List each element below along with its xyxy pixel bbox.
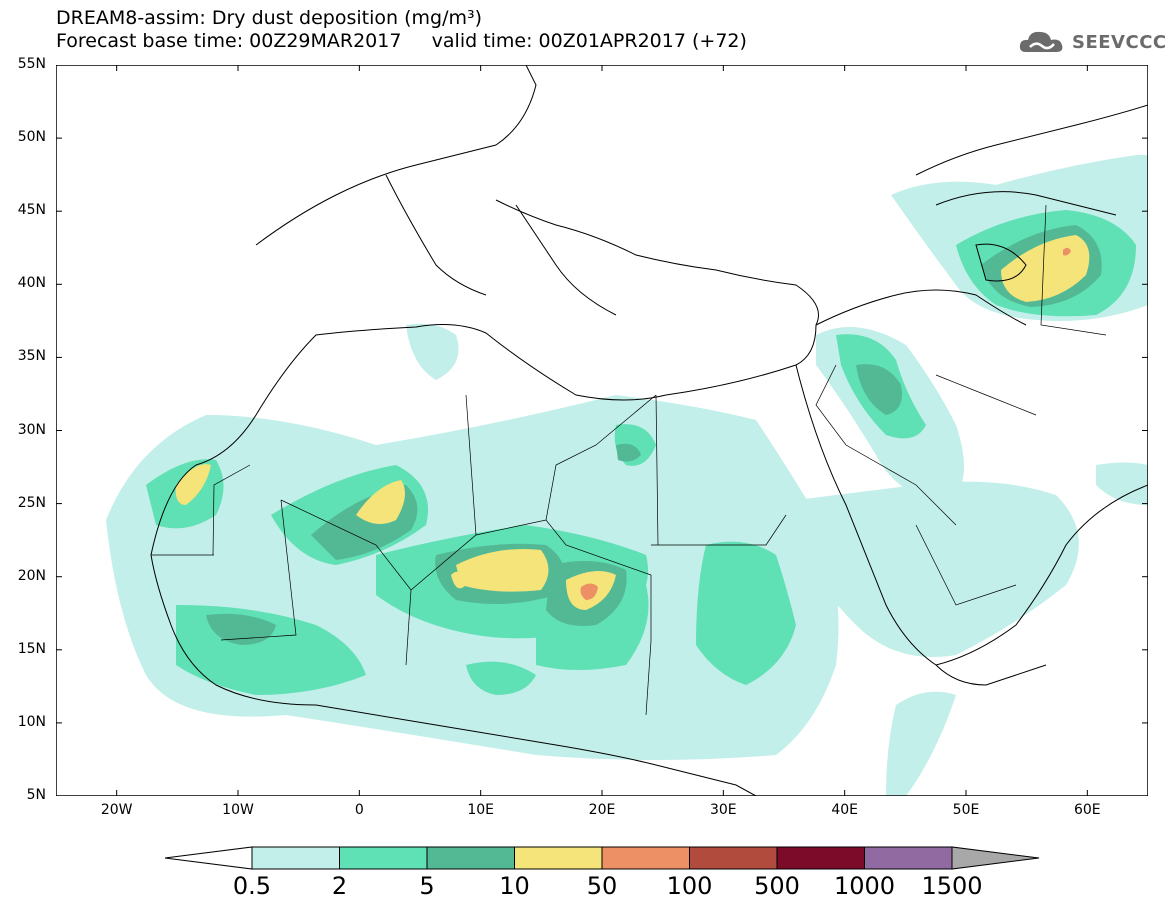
lat-label: 40N bbox=[17, 275, 46, 292]
lat-label: 10N bbox=[17, 713, 46, 730]
colorbar-swatch bbox=[601, 846, 690, 870]
cloud-icon bbox=[1019, 31, 1063, 52]
lon-label: 60E bbox=[1073, 802, 1101, 818]
colorbar-label: 5 bbox=[419, 872, 435, 900]
colorbar-swatch bbox=[251, 846, 340, 870]
lon-label: 20W bbox=[100, 802, 133, 818]
map-title: DREAM8-assim: Dry dust deposition (mg/m³… bbox=[56, 7, 483, 29]
lon-label: 0 bbox=[354, 802, 364, 818]
lat-label: 5N bbox=[26, 787, 46, 803]
lat-label: 45N bbox=[17, 202, 46, 219]
coastlines bbox=[150, 65, 1148, 796]
logo-label: SEEVCCC bbox=[1072, 31, 1165, 53]
lat-label: 55N bbox=[17, 56, 46, 72]
colorbar-swatch bbox=[339, 846, 428, 870]
map-subtitle: Forecast base time: 00Z29MAR2017 valid t… bbox=[56, 30, 747, 52]
lat-label: 30N bbox=[17, 421, 46, 438]
lon-label: 30E bbox=[709, 802, 737, 818]
lon-label: 50E bbox=[952, 802, 980, 818]
colorbar-swatch bbox=[864, 846, 953, 870]
lat-label: 35N bbox=[17, 348, 46, 365]
lat-label: 15N bbox=[17, 640, 46, 657]
country-borders bbox=[151, 204, 1107, 716]
colorbar-label: 1000 bbox=[833, 872, 896, 900]
colorbar-label: 1500 bbox=[921, 872, 983, 900]
colorbar-label: 50 bbox=[586, 872, 618, 900]
axis-ticks bbox=[56, 65, 1148, 796]
colorbar-swatch bbox=[514, 846, 603, 870]
colorbar-under-arrow bbox=[164, 846, 253, 870]
lon-label: 20E bbox=[588, 802, 616, 818]
colorbar-swatch bbox=[426, 846, 515, 870]
dust-fields bbox=[106, 155, 1148, 796]
colorbar-label: 500 bbox=[754, 872, 800, 900]
lon-label: 10E bbox=[467, 802, 494, 818]
lat-label: 20N bbox=[17, 567, 46, 584]
lon-label: 40E bbox=[831, 802, 858, 818]
dust-deposition-map bbox=[56, 65, 1148, 796]
lat-label: 25N bbox=[17, 494, 46, 511]
colorbar-label: 10 bbox=[499, 872, 530, 900]
colorbar-swatch bbox=[776, 846, 865, 870]
colorbar-swatch bbox=[689, 846, 778, 870]
lat-label: 50N bbox=[17, 129, 46, 146]
colorbar-over-arrow bbox=[951, 846, 1040, 870]
colorbar bbox=[164, 846, 1040, 870]
colorbar-label: 100 bbox=[666, 872, 713, 900]
seevccc-logo: SEEVCCC bbox=[1018, 28, 1165, 56]
lon-label: 10W bbox=[222, 802, 254, 818]
colorbar-label: 0.5 bbox=[232, 872, 272, 900]
colorbar-label: 2 bbox=[331, 872, 348, 900]
